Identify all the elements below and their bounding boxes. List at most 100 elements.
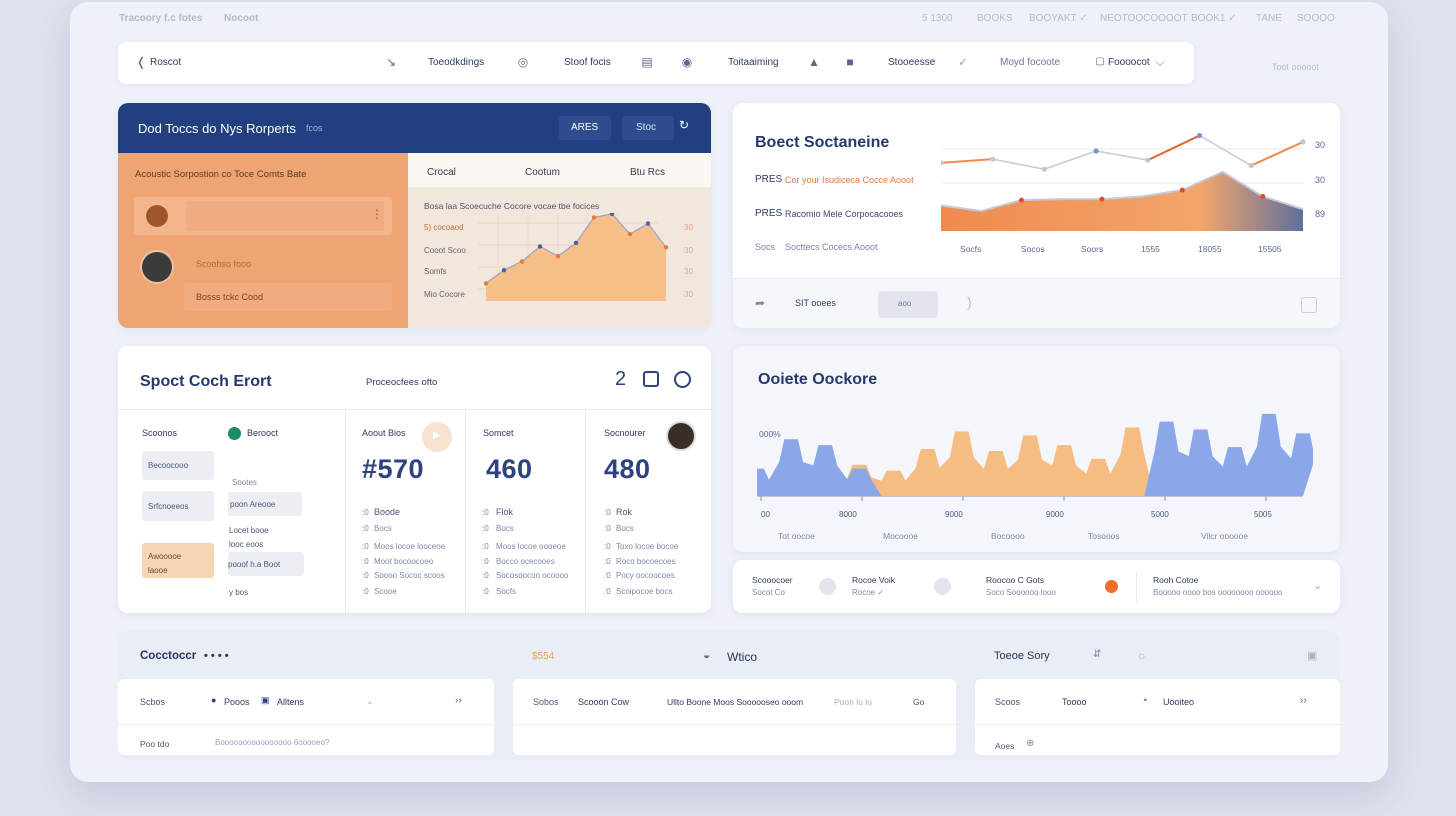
filter-item[interactable]: y bos — [229, 588, 249, 597]
column-header[interactable]: Crocal — [427, 167, 456, 178]
list-bullet: :0 — [604, 571, 611, 580]
data-point — [663, 245, 669, 250]
pagination-dots[interactable]: • • • • — [204, 650, 229, 662]
card-value[interactable]: Alltens — [277, 697, 305, 707]
legend-item[interactable]: Bocoooo — [991, 531, 1025, 541]
filter-item[interactable]: Locet booe — [229, 526, 269, 535]
search-icon[interactable]: ◎ — [517, 55, 529, 69]
footer-pill-button[interactable]: aoo — [878, 291, 938, 318]
list-item[interactable]: Scoohso fooo — [134, 247, 392, 285]
list-item-field[interactable]: Bosss tckc Cood — [184, 283, 392, 311]
filter-box[interactable]: Srfcnoeeos — [142, 491, 214, 521]
data-point — [1145, 157, 1151, 163]
card-value[interactable]: Toooo — [1062, 697, 1087, 707]
chevron-down-icon[interactable]: ⌄ — [1313, 580, 1323, 592]
card-value[interactable]: Pooos — [224, 697, 250, 707]
chevron-down-icon[interactable]: ⌄ — [366, 696, 374, 706]
list-bullet: :0 — [362, 571, 369, 580]
chevron-down-icon[interactable]: ⌵ — [1155, 55, 1165, 69]
metric-column: Aoout Bios ▶ #570 :0 Boode :0 Bocs :0 Mo… — [346, 410, 465, 613]
list-bullet: :0 — [482, 524, 489, 533]
avatar[interactable] — [666, 421, 696, 451]
stoc-button[interactable]: Stoc — [622, 116, 674, 140]
top-menu-item[interactable]: NEOTOOCOOOOT — [1100, 13, 1188, 24]
filter-item[interactable]: looc eoos — [229, 540, 264, 549]
legend-item[interactable]: Mocoooe — [883, 531, 918, 541]
list-bullet: :0 — [362, 557, 369, 566]
row-text: Racomio Mele Corpocacooes — [785, 209, 904, 219]
legend-item[interactable]: Tot oocoe — [778, 531, 815, 541]
filter-item[interactable]: Sootes — [232, 478, 257, 487]
list-bullet: :0 — [604, 524, 611, 533]
metric-line: Pocy oocoocoes — [616, 571, 675, 580]
legend-item[interactable]: Tosooos — [1088, 531, 1120, 541]
line-area-chart — [941, 132, 1306, 231]
bottom-card: Scoos Toooo ◔ Uooiteo ›› Aoes ⊕ — [975, 679, 1340, 755]
column-header[interactable]: Btu Rcs — [630, 167, 666, 178]
refresh-icon[interactable]: ↻ — [679, 118, 690, 132]
archive-icon[interactable]: ▣ — [1307, 650, 1318, 662]
filter-box[interactable]: Becoocooo — [142, 451, 214, 480]
blue-area — [757, 413, 1313, 496]
ares-button[interactable]: ARES — [559, 116, 611, 140]
list-bullet: :0 — [604, 557, 611, 566]
check-icon: ✓ — [957, 55, 969, 69]
toolbar-item[interactable]: Stooeesse — [888, 57, 936, 68]
bookmark-icon[interactable]: ■ — [846, 55, 854, 69]
metric-line: Moos locoe oooeoe — [496, 542, 566, 551]
toolbar-item[interactable]: Toitaaiming — [728, 57, 779, 68]
filter-item-box[interactable]: poon Areooe — [228, 492, 302, 516]
filter-item-box[interactable]: pooof h.a Boot — [228, 552, 304, 576]
toolbar-item[interactable]: Toeodkdings — [428, 57, 485, 68]
chart-label: Cooot Scoo — [424, 246, 466, 255]
toolbar-item[interactable]: Moyd focoote — [1000, 57, 1061, 68]
top-menu-item[interactable]: SOOOO — [1297, 13, 1335, 24]
tick-label: 18055 — [1198, 244, 1222, 254]
card-action[interactable]: Go — [913, 697, 925, 707]
status-subtitle[interactable]: Rocoe ✓ — [852, 588, 885, 597]
sort-icon[interactable]: ⇵ — [1093, 649, 1102, 660]
list-bullet: :0 — [362, 587, 369, 596]
warning-icon[interactable]: ▲ — [808, 55, 820, 69]
chat-icon[interactable]: ◒ — [703, 648, 711, 662]
top-menu-item[interactable]: 5 1300 — [922, 13, 953, 24]
back-icon[interactable]: ❬ — [135, 55, 147, 69]
tick-label: 30 — [684, 267, 693, 276]
target-icon[interactable]: ◉ — [681, 55, 693, 69]
tick-label: 30 — [1315, 175, 1326, 185]
metric-line: Moot bocoocoeo — [374, 557, 434, 566]
toolbar-right-text[interactable]: Toot ooooot — [1272, 62, 1320, 72]
panel-footer: ➦ SIT ooees aoo ) — [733, 278, 1340, 328]
list-bullet: :0 — [482, 571, 489, 580]
top-menu-item[interactable]: BOOK1 ✓ — [1191, 13, 1237, 24]
toolbar-dropdown[interactable]: Foooocot — [1108, 57, 1150, 68]
settings-icon[interactable] — [1301, 297, 1317, 313]
top-menu-item[interactable]: BOOYAKT ✓ — [1029, 13, 1088, 24]
alert-icon[interactable] — [1105, 580, 1118, 593]
list-item[interactable]: ⋮ — [134, 197, 392, 235]
play-button[interactable]: ▶ — [422, 422, 452, 452]
top-menu-item[interactable]: TANE — [1256, 13, 1282, 24]
image-icon[interactable]: ▤ — [641, 55, 653, 69]
back-label[interactable]: Roscot — [150, 57, 182, 68]
filter-box-highlight[interactable]: Awooooe laooe — [142, 543, 214, 578]
calendar-icon[interactable] — [643, 371, 659, 387]
pen-icon[interactable]: ↘ — [385, 55, 397, 69]
chevron-right-icon[interactable]: ›› — [1300, 695, 1307, 706]
card-value[interactable]: Uooiteo — [1163, 697, 1195, 707]
chevron-right-icon[interactable]: ›› — [455, 695, 462, 706]
column-header[interactable]: Cootum — [525, 167, 561, 178]
tick-label: 30 — [684, 223, 693, 232]
more-icon[interactable]: ⋮ — [371, 207, 383, 221]
clock-icon[interactable] — [674, 371, 691, 388]
legend-item[interactable]: Vilcr oooooe — [1201, 531, 1249, 541]
row-tag: PRES — [755, 208, 783, 219]
share-icon[interactable]: ➦ — [755, 296, 766, 310]
comment-icon[interactable]: ○ — [1138, 649, 1146, 663]
top-menu-item[interactable]: BOOKS — [977, 13, 1013, 24]
card-value[interactable]: Scooon Cow — [578, 697, 630, 707]
data-point — [941, 160, 944, 166]
add-icon[interactable]: ⊕ — [1026, 738, 1035, 749]
toolbar-item[interactable]: Stoof focis — [564, 57, 611, 68]
section-label: Toeoe Sory — [994, 650, 1050, 662]
